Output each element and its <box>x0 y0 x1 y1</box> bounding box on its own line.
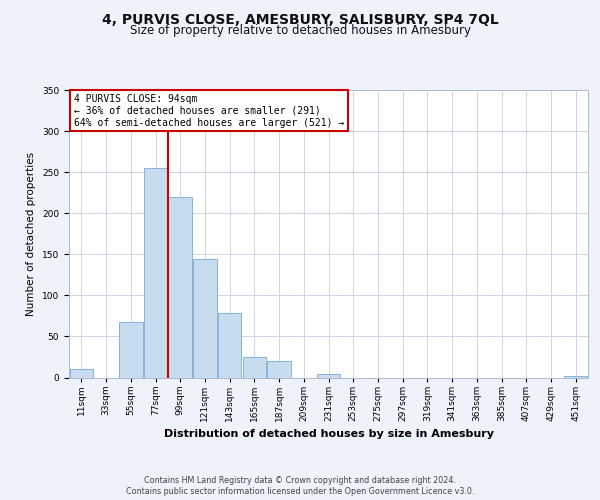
Bar <box>70 370 93 378</box>
Bar <box>242 357 266 378</box>
X-axis label: Distribution of detached houses by size in Amesbury: Distribution of detached houses by size … <box>163 429 493 439</box>
Bar <box>268 361 291 378</box>
Bar <box>144 168 167 378</box>
Text: 4 PURVIS CLOSE: 94sqm
← 36% of detached houses are smaller (291)
64% of semi-det: 4 PURVIS CLOSE: 94sqm ← 36% of detached … <box>74 94 344 128</box>
Text: Contains public sector information licensed under the Open Government Licence v3: Contains public sector information licen… <box>126 487 474 496</box>
Bar <box>119 322 143 378</box>
Bar <box>317 374 340 378</box>
Bar <box>218 312 241 378</box>
Y-axis label: Number of detached properties: Number of detached properties <box>26 152 37 316</box>
Bar <box>193 259 217 378</box>
Text: 4, PURVIS CLOSE, AMESBURY, SALISBURY, SP4 7QL: 4, PURVIS CLOSE, AMESBURY, SALISBURY, SP… <box>101 12 499 26</box>
Bar <box>169 197 192 378</box>
Bar <box>564 376 587 378</box>
Text: Size of property relative to detached houses in Amesbury: Size of property relative to detached ho… <box>130 24 470 37</box>
Text: Contains HM Land Registry data © Crown copyright and database right 2024.: Contains HM Land Registry data © Crown c… <box>144 476 456 485</box>
